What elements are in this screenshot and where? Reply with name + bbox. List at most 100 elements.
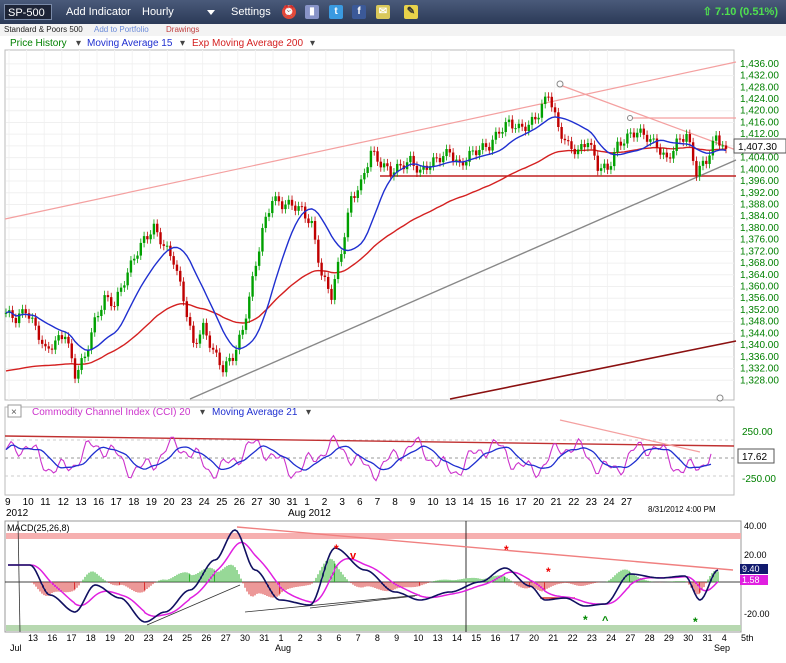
candle (622, 143, 626, 146)
x-tick-label: 26 (234, 497, 246, 508)
candle (501, 132, 504, 134)
x-tick-label: 14 (463, 497, 475, 508)
candle (672, 150, 675, 159)
timestamp: 8/31/2012 4:00 PM (648, 505, 716, 514)
add-to-portfolio-link[interactable]: Add to Portfolio (94, 25, 149, 34)
chevron-down-icon[interactable]: ▾ (310, 38, 316, 49)
candle (57, 335, 60, 341)
interval-select[interactable]: Hourly (142, 6, 174, 18)
x-tick-label: 20 (163, 497, 175, 508)
candle (520, 123, 524, 127)
note-icon[interactable]: ✎ (404, 5, 418, 19)
x-month-sep: Sep (714, 643, 730, 653)
x-tick-label: 15 (471, 633, 481, 643)
add-indicator-button[interactable]: Add Indicator (66, 6, 131, 18)
x-tick-label: 17 (111, 497, 123, 508)
x-tick-label: 10 (427, 497, 439, 508)
candle (583, 144, 586, 148)
candle (126, 272, 129, 286)
close-icon[interactable] (7, 404, 22, 418)
cci-ma-line (5, 444, 712, 471)
candle (228, 357, 231, 362)
x-tick-label: 15 (480, 497, 492, 508)
anchor-point[interactable] (627, 115, 633, 121)
candle (609, 166, 613, 170)
close-glyph: × (11, 407, 17, 418)
x-tick-label: 12 (58, 497, 70, 508)
chevron-down-icon[interactable]: ▾ (306, 407, 311, 418)
x-tick-label: 13 (445, 497, 457, 508)
x-tick-label: 7 (356, 633, 361, 643)
twitter-icon[interactable]: t (329, 5, 343, 19)
candle (215, 349, 218, 353)
anchor-point[interactable] (716, 394, 724, 402)
candle (44, 343, 47, 347)
legend-ema200[interactable]: Exp Moving Average 200 (192, 38, 304, 49)
x-tick-label: 5th (741, 633, 754, 643)
candle (514, 128, 517, 130)
toolbar: SP-500 Add Indicator Hourly Settings ⏰ ▮… (0, 0, 786, 24)
candle (550, 96, 553, 108)
legend-ma21[interactable]: Moving Average 21 (212, 407, 298, 418)
candle (205, 322, 208, 336)
candle (527, 124, 530, 132)
candle (553, 107, 557, 113)
candle (218, 352, 221, 366)
candle (100, 309, 103, 317)
candle (590, 143, 593, 145)
green-star-marker: * (583, 613, 588, 627)
macd-tick-neg20: -20.00 (744, 609, 770, 619)
legend-ma15[interactable]: Moving Average 15 (87, 38, 173, 49)
chevron-down-icon[interactable]: ▾ (200, 407, 205, 418)
candle (619, 141, 622, 146)
bookmark-icon[interactable]: ▮ (305, 5, 319, 19)
candle (67, 336, 70, 344)
x-tick-label: 24 (606, 633, 616, 643)
x-tick-label: 31 (259, 633, 269, 643)
candle (80, 358, 83, 370)
x-tick-label: 27 (625, 633, 635, 643)
candle (412, 155, 415, 166)
signal-value-box (740, 575, 768, 585)
candle (461, 162, 465, 166)
facebook-icon[interactable]: f (352, 5, 366, 19)
candle (613, 152, 616, 167)
candle (396, 163, 399, 173)
symbol-input[interactable]: SP-500 (4, 4, 52, 20)
y-tick-label: 1,336.00 (740, 352, 779, 363)
candle (54, 340, 57, 350)
macd-trend-line (236, 526, 734, 571)
chevron-down-icon[interactable]: ▾ (180, 38, 186, 49)
candle (695, 160, 698, 177)
candle (537, 117, 540, 120)
macd-value: 9.40 (742, 564, 760, 574)
alarm-clock-icon[interactable]: ⏰ (282, 5, 296, 19)
legend-cci[interactable]: Commodity Channel Index (CCI) 20 (32, 407, 191, 418)
candle (415, 165, 419, 173)
anchor-point[interactable] (556, 80, 564, 88)
legend-price-history[interactable]: Price History (10, 38, 67, 49)
candle (386, 163, 389, 167)
settings-button[interactable]: Settings (231, 6, 271, 18)
candle (136, 255, 139, 259)
candle (586, 143, 590, 148)
x-tick-label: 23 (587, 633, 597, 643)
y-tick-label: 1,428.00 (740, 82, 779, 93)
email-icon[interactable]: ✉ (376, 5, 390, 19)
candle (119, 287, 123, 292)
candle (267, 213, 271, 217)
candle (313, 221, 317, 240)
drawings-link[interactable]: Drawings (166, 25, 200, 34)
chevron-down-icon[interactable]: ▾ (76, 38, 82, 49)
y-tick-label: 1,328.00 (740, 375, 779, 386)
macd-tick-40: 40.00 (744, 521, 767, 531)
candle (14, 317, 18, 324)
candle (238, 334, 241, 350)
x-tick-label: 1 (304, 497, 310, 508)
candle (116, 291, 119, 307)
x-tick-label: 13 (28, 633, 38, 643)
candle (142, 236, 146, 243)
candle (451, 152, 455, 162)
x-tick-label: 9 (394, 633, 399, 643)
chevron-down-icon[interactable] (207, 10, 215, 15)
